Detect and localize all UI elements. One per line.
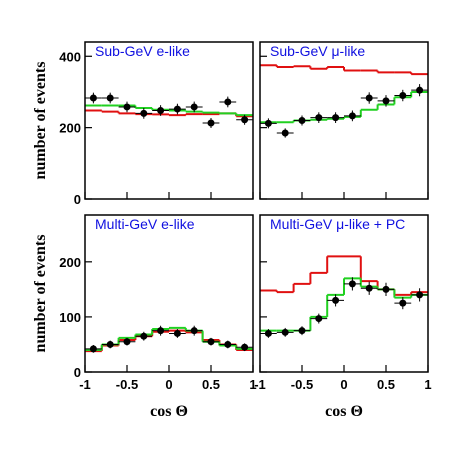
panel: Sub-GeV e-like xyxy=(85,43,253,128)
panel-title: Multi-GeV μ-like + PC xyxy=(270,216,405,232)
data-point xyxy=(241,116,249,124)
data-point xyxy=(332,114,340,122)
data-point xyxy=(123,103,131,111)
x-tick-label: -0.5 xyxy=(291,377,313,392)
panel-title: Sub-GeV e-like xyxy=(95,43,190,59)
x-tick-label: 1 xyxy=(249,377,256,392)
data-point xyxy=(140,109,148,117)
x-tick-label: -1 xyxy=(254,377,266,392)
data-point xyxy=(173,105,181,113)
x-tick-label: -1 xyxy=(79,377,91,392)
data-point xyxy=(298,327,306,335)
y-axis-label: number of events xyxy=(32,62,49,180)
data-point xyxy=(224,340,232,348)
panel-title: Multi-GeV e-like xyxy=(95,216,195,232)
y-axis-label: number of events xyxy=(32,235,49,353)
panel-title: Sub-GeV μ-like xyxy=(270,43,365,59)
data-point xyxy=(157,327,165,335)
data-point xyxy=(123,338,131,346)
data-point xyxy=(365,284,373,292)
data-point xyxy=(157,107,165,115)
data-point xyxy=(348,112,356,120)
data-point xyxy=(207,119,215,127)
panel: Sub-GeV μ-like xyxy=(260,43,428,138)
x-axis-label: cos Θ xyxy=(150,403,188,420)
data-point xyxy=(241,343,249,351)
x-tick-label: 0.5 xyxy=(377,377,395,392)
data-point xyxy=(190,103,198,111)
x-tick-label: 1 xyxy=(424,377,431,392)
data-point xyxy=(348,280,356,288)
data-point xyxy=(281,328,289,336)
panel: Multi-GeV μ-like + PC xyxy=(260,216,428,338)
data-point xyxy=(382,97,390,105)
data-point xyxy=(89,94,97,102)
axes-frame xyxy=(84,41,254,200)
y-tick-label: 100 xyxy=(59,310,81,325)
data-point xyxy=(298,117,306,124)
y-tick-label: 0 xyxy=(74,365,81,380)
data-point xyxy=(173,329,181,337)
data-point xyxy=(399,299,407,307)
x-tick-label: 0.5 xyxy=(202,377,220,392)
data-point xyxy=(281,129,289,137)
y-tick-label: 200 xyxy=(59,255,81,270)
data-point xyxy=(106,340,114,348)
data-point xyxy=(399,92,407,100)
data-point xyxy=(190,327,198,335)
data-point xyxy=(416,86,424,94)
x-axis-label: cos Θ xyxy=(325,403,363,420)
data-point xyxy=(207,338,215,346)
axes-frame xyxy=(84,214,254,373)
panel: Multi-GeV e-like xyxy=(85,216,253,353)
data-point xyxy=(140,332,148,340)
data-point xyxy=(264,329,272,337)
data-point xyxy=(416,291,424,299)
data-point xyxy=(365,94,373,102)
x-tick-label: -0.5 xyxy=(116,377,138,392)
x-tick-label: 0 xyxy=(165,377,172,392)
y-tick-label: 200 xyxy=(59,121,81,136)
data-point xyxy=(224,98,232,106)
y-tick-label: 0 xyxy=(74,192,81,207)
data-point xyxy=(332,296,340,304)
axes-frame xyxy=(259,41,429,200)
data-point xyxy=(264,119,272,127)
data-point xyxy=(382,285,390,293)
x-tick-label: 0 xyxy=(340,377,347,392)
data-point xyxy=(89,345,97,353)
data-point xyxy=(315,315,323,323)
data-point xyxy=(106,94,114,102)
data-point xyxy=(315,114,323,122)
y-tick-label: 400 xyxy=(59,49,81,64)
